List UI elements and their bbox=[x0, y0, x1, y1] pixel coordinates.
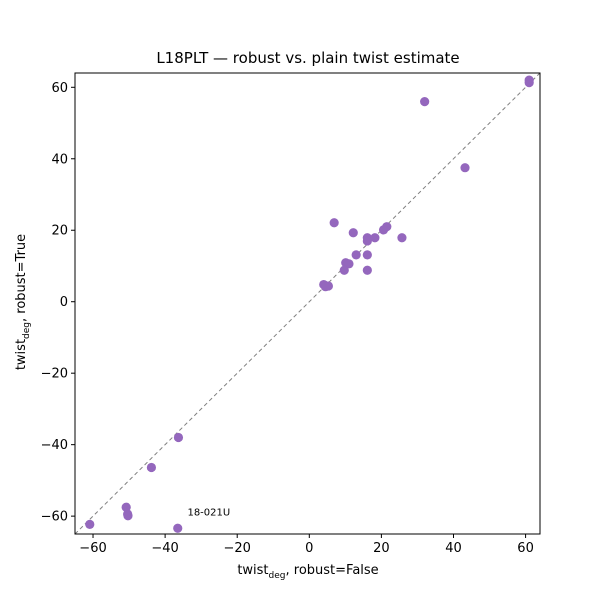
data-point-16 bbox=[339, 265, 349, 275]
x-axis-label: twistdeg, robust=False bbox=[237, 563, 378, 581]
y-axis-label-main: twist bbox=[14, 339, 29, 370]
data-point-22 bbox=[146, 462, 157, 473]
x-axis-label-main: twist bbox=[237, 563, 268, 578]
point-annotation-0: 18-021U bbox=[187, 507, 230, 518]
data-point-15 bbox=[344, 259, 354, 269]
x-axis-label-rest: , robust=False bbox=[286, 563, 379, 578]
x-tick-label-3: 0 bbox=[305, 541, 313, 556]
x-axis-label-subscript: deg bbox=[269, 571, 286, 581]
y-tick-label-2: −20 bbox=[41, 367, 68, 382]
plot-area: 18-021U bbox=[74, 72, 541, 535]
x-tick-label-0: −60 bbox=[79, 541, 106, 556]
data-point-25 bbox=[123, 511, 133, 521]
x-tick-label-4: 20 bbox=[373, 541, 390, 556]
chart-title: L18PLT — robust vs. plain twist estimate bbox=[156, 49, 459, 67]
data-point-5 bbox=[348, 228, 358, 238]
x-tick-label-6: 60 bbox=[517, 541, 534, 556]
data-point-17 bbox=[362, 265, 372, 275]
axes-frame bbox=[74, 72, 541, 535]
data-point-21 bbox=[173, 432, 184, 443]
y-tick-label-6: 60 bbox=[51, 81, 68, 96]
data-point-26 bbox=[85, 519, 95, 529]
data-point-10 bbox=[397, 233, 407, 243]
data-point-2 bbox=[420, 96, 430, 107]
data-point-4 bbox=[329, 218, 339, 228]
y-axis-label-subscript: deg bbox=[22, 322, 32, 339]
data-point-9 bbox=[370, 233, 380, 243]
data-point-12 bbox=[351, 250, 361, 260]
axis-ticks: −60 −40 −20 0 20 40 60 −60 −40 −20 0 20 40 60 bbox=[41, 81, 534, 556]
y-tick-label-3: 0 bbox=[60, 295, 68, 310]
x-tick-label-2: −20 bbox=[223, 541, 250, 556]
data-point-3 bbox=[460, 163, 470, 173]
data-point-27 bbox=[173, 523, 183, 533]
y-tick-label-1: −40 bbox=[41, 438, 68, 453]
data-point-20 bbox=[320, 282, 331, 292]
y-axis-label: twistdeg, robust=True bbox=[14, 234, 32, 370]
x-tick-label-1: −40 bbox=[151, 541, 178, 556]
y-axis-label-rest: , robust=True bbox=[14, 234, 29, 322]
y-tick-label-4: 20 bbox=[51, 224, 68, 239]
x-tick-label-5: 40 bbox=[445, 541, 462, 556]
y-tick-label-5: 40 bbox=[51, 152, 68, 167]
data-point-7 bbox=[378, 225, 389, 235]
y-tick-label-0: −60 bbox=[41, 510, 68, 525]
data-point-1 bbox=[524, 78, 534, 88]
data-point-11 bbox=[362, 236, 372, 246]
data-point-13 bbox=[362, 250, 372, 260]
